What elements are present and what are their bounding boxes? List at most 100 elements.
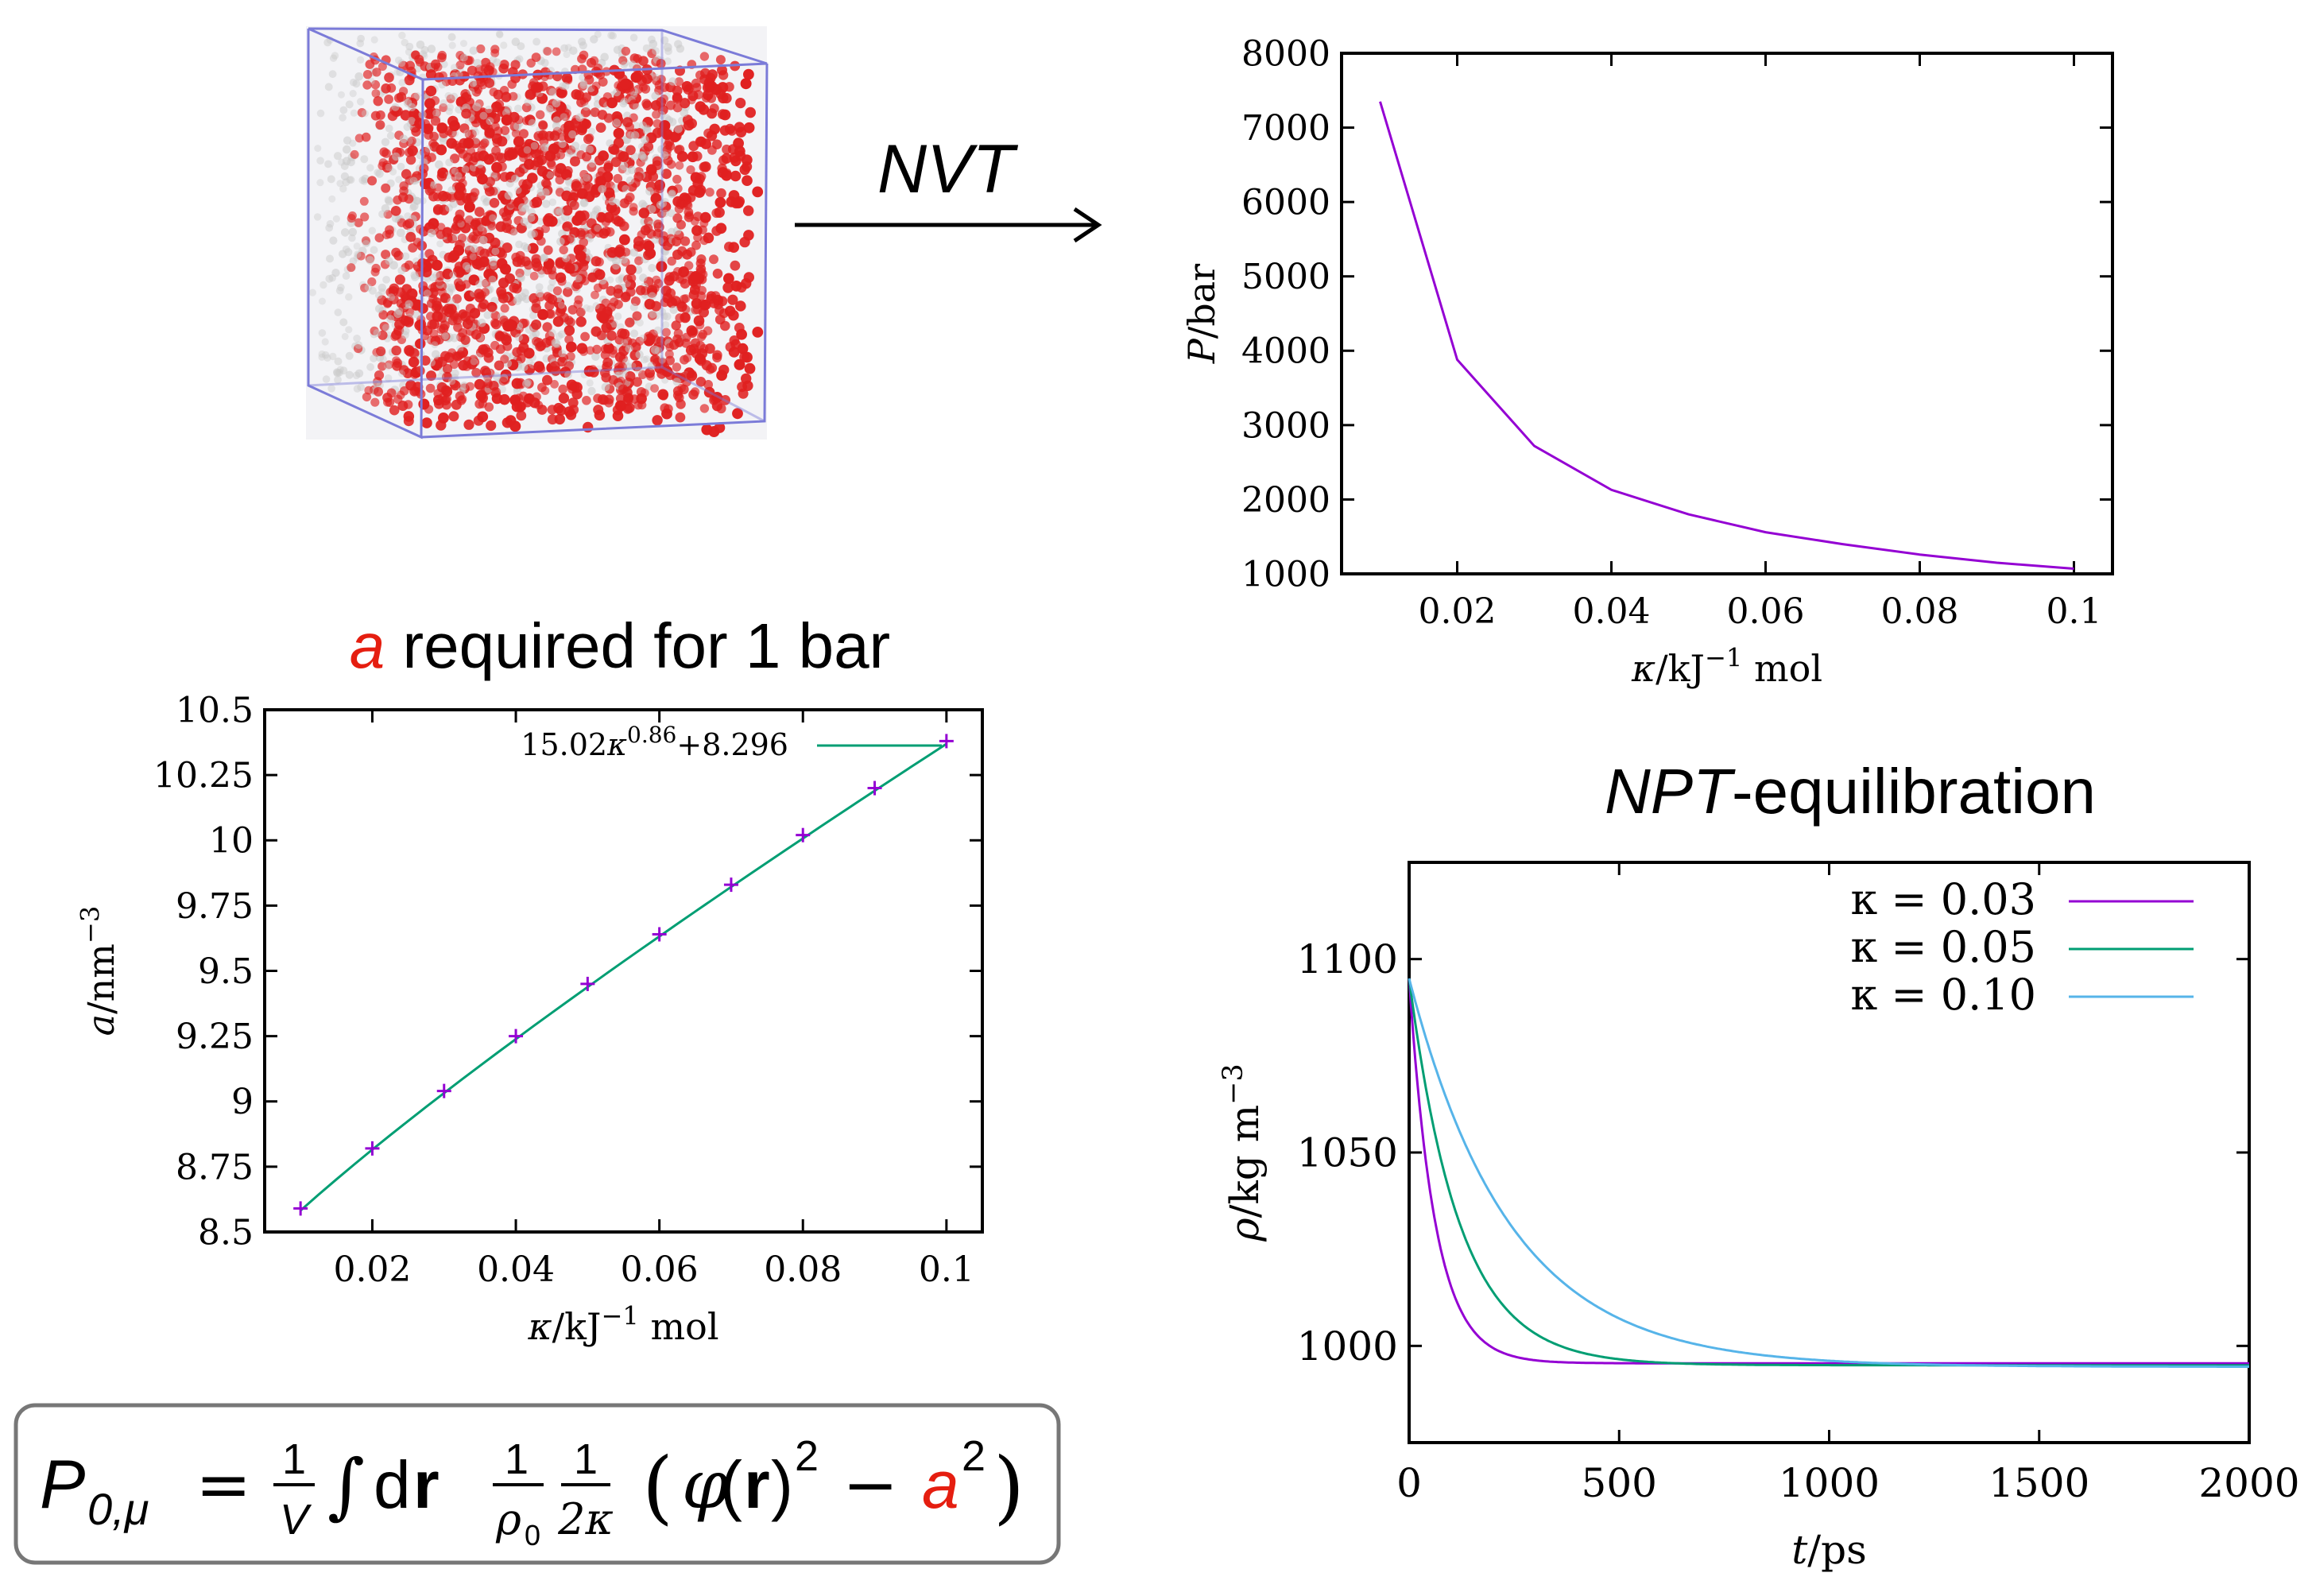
particle-sphere [739, 351, 750, 362]
particle-sphere [712, 269, 723, 279]
particle-sphere [531, 254, 541, 264]
particle-sphere [687, 370, 697, 378]
particle-sphere [714, 305, 725, 316]
particle-sphere [504, 273, 516, 284]
y-tick-label: 10 [209, 821, 254, 862]
particle-sphere [730, 260, 741, 271]
particle-sphere [342, 245, 350, 254]
particle-sphere [555, 257, 566, 268]
particle-sphere [404, 194, 414, 204]
particle-sphere [489, 198, 500, 208]
particle-sphere [644, 216, 653, 227]
particle-sphere [567, 384, 577, 394]
particle-sphere [490, 113, 501, 124]
data-point [723, 877, 738, 893]
particle-sphere [354, 134, 364, 143]
particle-sphere [580, 143, 588, 152]
particle-sphere [500, 354, 509, 364]
particle-sphere [735, 300, 746, 312]
particle-sphere [647, 166, 657, 176]
particle-sphere [636, 387, 646, 397]
particle-sphere [459, 123, 470, 134]
particle-sphere [675, 161, 684, 170]
particle-sphere [333, 152, 343, 161]
particle-sphere [400, 110, 412, 121]
particle-sphere [730, 198, 742, 209]
particle-sphere [697, 332, 707, 342]
particle-sphere [492, 372, 501, 381]
particle-sphere [318, 350, 326, 358]
y-tick-label: 10.25 [153, 756, 254, 796]
particle-sphere [440, 292, 451, 304]
particle-sphere [680, 98, 691, 109]
particle-sphere [729, 335, 740, 346]
particle-sphere [332, 215, 340, 223]
particle-sphere [329, 54, 338, 62]
particle-sphere [650, 384, 659, 393]
particle-sphere [439, 103, 448, 112]
data-point [365, 1141, 380, 1156]
particle-sphere [619, 221, 629, 231]
particle-sphere [407, 117, 416, 126]
particle-sphere [559, 245, 568, 255]
particle-sphere [660, 36, 669, 45]
particle-sphere [717, 109, 728, 120]
formula-frac2-rho-sub: 0 [525, 1519, 540, 1551]
particle-sphere [663, 312, 672, 321]
particle-sphere [425, 383, 436, 393]
particle-sphere [368, 227, 376, 234]
particle-sphere [534, 401, 544, 410]
particle-sphere [699, 235, 709, 246]
particle-sphere [625, 264, 637, 275]
particle-sphere [448, 285, 456, 293]
particle-sphere [656, 237, 664, 245]
particle-sphere [441, 371, 453, 382]
particle-sphere [468, 192, 478, 202]
y-tick-label: 2000 [1241, 480, 1330, 521]
particle-sphere [672, 174, 682, 184]
particle-sphere [339, 366, 348, 375]
particle-sphere [745, 107, 756, 118]
particle-sphere [501, 242, 513, 254]
particle-sphere [498, 63, 509, 74]
particle-sphere [691, 225, 703, 236]
particle-sphere [392, 152, 401, 161]
particle-sphere [331, 269, 340, 277]
particle-sphere [447, 186, 456, 195]
particle-sphere [536, 110, 545, 119]
particle-sphere [601, 382, 610, 392]
particle-sphere [399, 181, 409, 191]
density-series-line [1408, 978, 2249, 1367]
particle-sphere [711, 401, 723, 412]
particle-sphere [701, 424, 713, 436]
particle-sphere [583, 173, 593, 184]
particle-sphere [499, 172, 510, 182]
particle-sphere [582, 103, 591, 111]
particle-sphere [514, 167, 525, 177]
particle-sphere [401, 262, 410, 273]
particle-sphere [479, 248, 490, 259]
y-tick-label: 1000 [1297, 1323, 1398, 1369]
data-point [796, 827, 811, 843]
particle-sphere [711, 226, 722, 236]
particle-sphere [659, 94, 668, 103]
particle-sphere [573, 300, 583, 309]
particle-sphere [688, 343, 699, 354]
particle-sphere [462, 280, 471, 289]
particle-sphere [482, 375, 490, 383]
particle-sphere [652, 415, 663, 426]
particle-sphere [580, 331, 590, 342]
particle-sphere [513, 387, 522, 396]
particle-sphere [651, 91, 660, 100]
particle-sphere [436, 229, 446, 239]
particle-sphere [630, 296, 641, 306]
particle-sphere [399, 315, 409, 324]
particle-sphere [663, 43, 672, 52]
particle-sphere [579, 198, 589, 207]
particle-sphere [634, 366, 642, 374]
particle-sphere [560, 113, 567, 121]
particle-sphere [405, 154, 416, 165]
particle-sphere [327, 385, 335, 393]
particle-sphere [744, 362, 756, 374]
particle-sphere [588, 366, 599, 378]
